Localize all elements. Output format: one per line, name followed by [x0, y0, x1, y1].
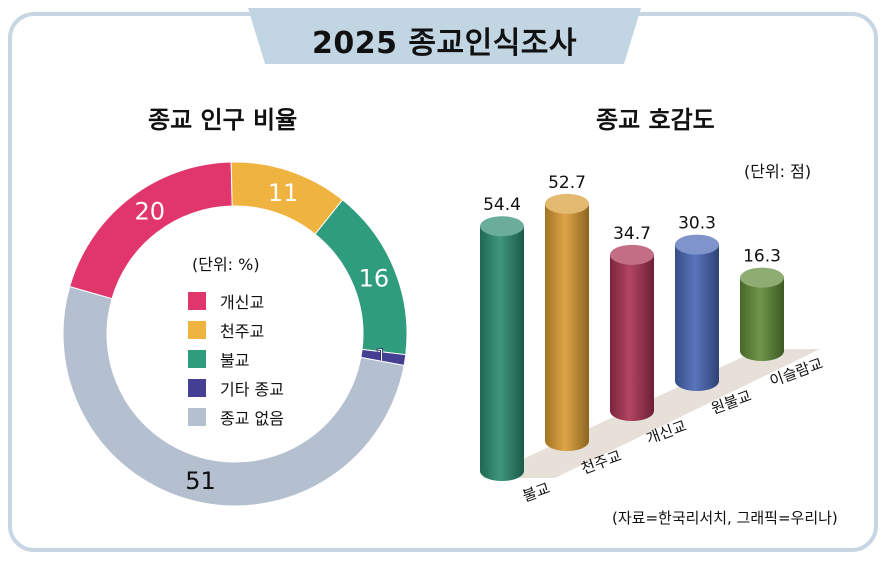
legend-swatch: [188, 291, 206, 310]
pie-unit-label: (단위: %): [192, 255, 260, 274]
donut-slice: [69, 161, 233, 300]
legend-item: 종교 없음: [188, 402, 284, 431]
bar-value-label: 30.3: [678, 214, 716, 234]
chart-title: 2025 종교인식조사: [311, 26, 578, 61]
bar-cylinder: [480, 226, 524, 481]
bar-value-label: 54.4: [483, 195, 521, 215]
bar-unit-label: (단위: 점): [744, 162, 812, 181]
legend-swatch: [188, 407, 206, 426]
slice-value-label: 11: [268, 179, 299, 207]
legend-item: 개신교: [188, 286, 284, 315]
bar-cylinder: [545, 203, 589, 451]
legend-label: 천주교: [220, 321, 265, 341]
pie-legend: 개신교 천주교 불교 기타 종교 종교 없음: [188, 286, 284, 431]
bar-cylinder-top: [480, 216, 524, 237]
source-note: (자료=한국리서치, 그래픽=우리나): [612, 509, 838, 527]
donut-slice: [62, 285, 405, 507]
legend-swatch: [188, 349, 206, 368]
legend-label: 종교 없음: [220, 408, 284, 428]
bar-value-label: 52.7: [548, 173, 586, 193]
pie-title: 종교 인구 비율: [148, 106, 298, 134]
slice-value-label: 16: [359, 264, 390, 292]
bar-cylinder-top: [610, 244, 654, 265]
legend-item: 천주교: [188, 315, 284, 344]
category-tick-label: 불교: [520, 479, 552, 505]
legend-item: 불교: [188, 344, 284, 373]
bar-value-label: 16.3: [743, 247, 781, 267]
bar-value-label: 34.7: [613, 224, 651, 244]
legend-label: 불교: [220, 350, 250, 370]
bar-cylinder: [675, 244, 719, 391]
slice-value-label: 20: [134, 198, 165, 226]
title-banner: [248, 8, 641, 64]
bar-cylinder-top: [545, 193, 589, 214]
bar-cylinder: [610, 254, 654, 421]
bar-cylinder-top: [675, 234, 719, 255]
legend-label: 개신교: [220, 292, 265, 312]
legend-swatch: [188, 378, 206, 397]
legend-item: 기타 종교: [188, 373, 284, 402]
bar-cylinder: [740, 277, 784, 361]
legend-swatch: [188, 320, 206, 339]
bar-cylinder-top: [740, 267, 784, 288]
bar-title: 종교 호감도: [596, 106, 715, 134]
legend-label: 기타 종교: [220, 379, 284, 399]
slice-value-label: 51: [185, 467, 216, 495]
